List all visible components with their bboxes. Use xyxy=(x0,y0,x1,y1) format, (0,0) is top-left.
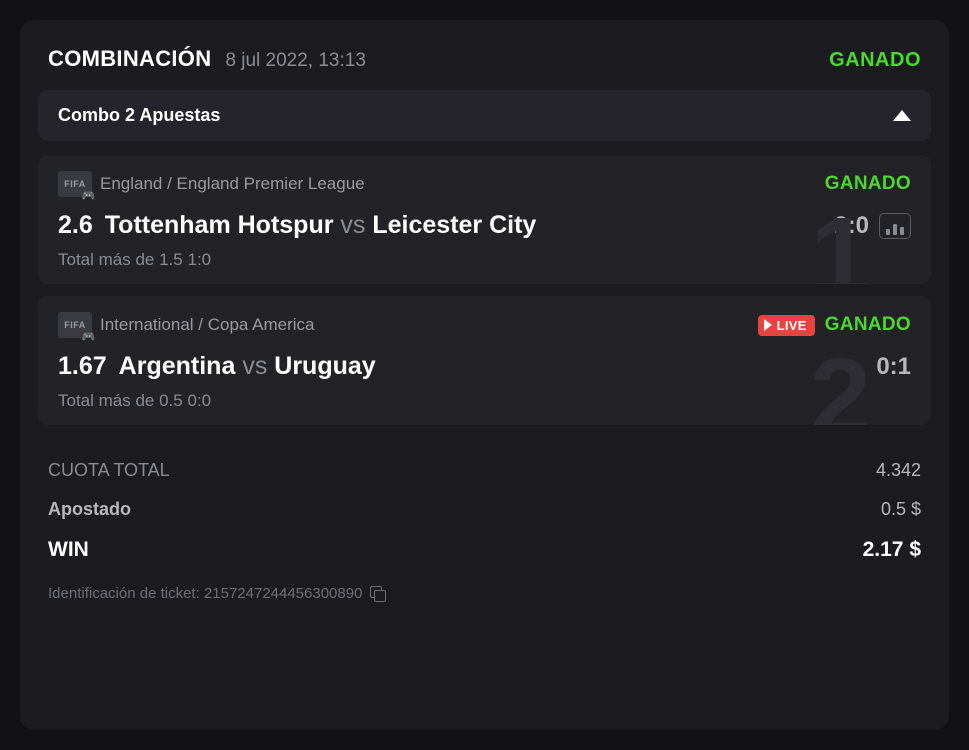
match-left-1: 1.67 Argentina vs Uruguay xyxy=(58,352,376,381)
score-value-1: 0:1 xyxy=(876,353,911,381)
app-root: COMBINACIÓN 8 jul 2022, 13:13 GANADO Com… xyxy=(0,0,969,750)
header-left: COMBINACIÓN 8 jul 2022, 13:13 xyxy=(48,46,366,72)
cuota-total-row: CUOTA TOTAL 4.342 xyxy=(48,451,921,490)
combination-card: COMBINACIÓN 8 jul 2022, 13:13 GANADO Com… xyxy=(20,20,949,730)
totals-section: CUOTA TOTAL 4.342 Apostado 0.5 $ WIN 2.1… xyxy=(38,437,931,612)
live-play-icon xyxy=(764,319,772,331)
odds-value-0: 2.6 xyxy=(58,211,93,240)
combinacion-title: COMBINACIÓN xyxy=(48,46,211,72)
match-teams-0: Tottenham Hotspur vs Leicester City xyxy=(105,211,537,240)
ticket-row: Identificación de ticket: 21572472444563… xyxy=(48,571,921,608)
combinacion-date: 8 jul 2022, 13:13 xyxy=(225,50,366,72)
league-left-0: FIFA England / England Premier League xyxy=(58,171,365,197)
bet-match-row-0: 2.6 Tottenham Hotspur vs Leicester City … xyxy=(58,211,911,240)
ticket-id-label: Identificación de ticket: 21572472444563… xyxy=(48,585,362,602)
apostado-label: Apostado xyxy=(48,499,131,520)
header-status-badge: GANADO xyxy=(829,49,921,72)
bet-league-row-0: FIFA England / England Premier League GA… xyxy=(58,171,911,197)
bet-sub-row-0: Total más de 1.5 1:0 xyxy=(58,250,911,270)
bet-row-1[interactable]: 2 FIFA International / Copa America LIVE… xyxy=(38,296,931,425)
apostado-row: Apostado 0.5 $ xyxy=(48,490,921,529)
header-row: COMBINACIÓN 8 jul 2022, 13:13 GANADO xyxy=(38,38,931,90)
league-right-1: LIVE GANADO xyxy=(758,314,911,336)
bet-index-watermark-0: 1 xyxy=(810,202,871,284)
copy-ticket-icon[interactable] xyxy=(370,586,385,601)
bet-league-row-1: FIFA International / Copa America LIVE G… xyxy=(58,312,911,338)
fifa-icon-0: FIFA xyxy=(58,171,92,197)
cuota-total-value: 4.342 xyxy=(876,460,921,481)
bet-index-watermark-1: 2 xyxy=(810,343,871,425)
combo-summary-label: Combo 2 Apuestas xyxy=(58,105,220,126)
match-left-0: 2.6 Tottenham Hotspur vs Leicester City xyxy=(58,211,536,240)
bet-status-1: GANADO xyxy=(825,314,911,336)
league-text-1: International / Copa America xyxy=(100,315,315,335)
bet-status-0: GANADO xyxy=(825,173,911,195)
bet-sub-row-1: Total más de 0.5 0:0 xyxy=(58,391,911,411)
odds-value-1: 1.67 xyxy=(58,352,107,381)
league-text-0: England / England Premier League xyxy=(100,174,365,194)
win-row: WIN 2.17 $ xyxy=(48,529,921,571)
win-value: 2.17 $ xyxy=(863,538,921,562)
match-score-1: 0:1 xyxy=(876,353,911,381)
bet-match-row-1: 1.67 Argentina vs Uruguay 0:1 xyxy=(58,352,911,381)
apostado-value: 0.5 $ xyxy=(881,499,921,520)
league-right-0: GANADO xyxy=(825,173,911,195)
bet-row-0[interactable]: 1 FIFA England / England Premier League … xyxy=(38,155,931,284)
league-left-1: FIFA International / Copa America xyxy=(58,312,315,338)
stats-icon-0[interactable] xyxy=(879,213,911,239)
match-teams-1: Argentina vs Uruguay xyxy=(119,352,376,381)
cuota-total-label: CUOTA TOTAL xyxy=(48,460,170,481)
combo-summary-bar[interactable]: Combo 2 Apuestas xyxy=(38,90,931,141)
win-label: WIN xyxy=(48,538,89,562)
live-badge-1: LIVE xyxy=(758,315,815,336)
fifa-icon-1: FIFA xyxy=(58,312,92,338)
collapse-chevron-icon[interactable] xyxy=(893,110,911,121)
live-label-1: LIVE xyxy=(777,318,807,333)
